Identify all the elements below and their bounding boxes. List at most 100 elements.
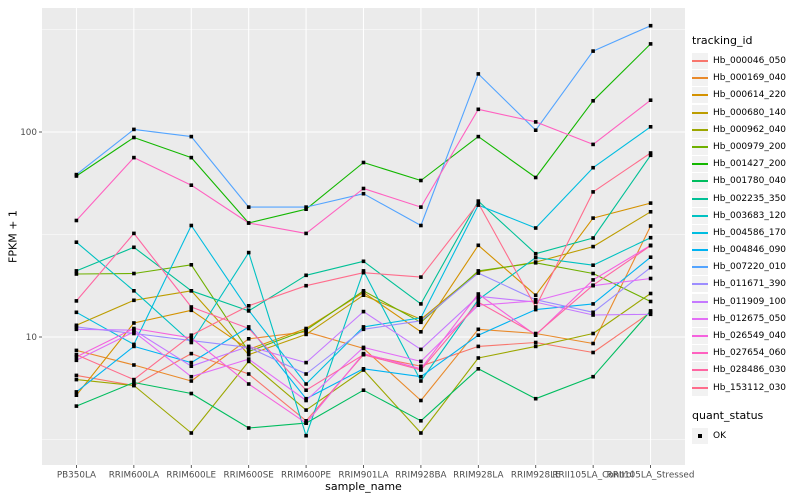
data-point-Hb_000169_040 [189, 379, 194, 383]
data-point-Hb_153112_030 [476, 201, 481, 205]
data-point-Hb_026549_040 [246, 382, 251, 386]
data-point-Hb_012675_050 [476, 303, 481, 307]
data-point-Hb_026549_040 [591, 278, 595, 282]
data-point-Hb_003683_120 [304, 433, 308, 438]
data-point-Hb_007220_010 [304, 205, 308, 209]
data-point-Hb_026549_040 [132, 326, 136, 331]
data-point-Hb_011909_100 [591, 313, 595, 317]
x-tick-label: RRIM600SE [224, 471, 274, 481]
data-point-Hb_004846_090 [361, 367, 366, 371]
data-point-Hb_000614_220 [419, 330, 423, 334]
data-point-Hb_000169_040 [419, 398, 423, 403]
data-point-Hb_028486_030 [189, 305, 194, 309]
data-point-Hb_000979_200 [132, 271, 136, 276]
legend-section-quant-status: quant_status OK [692, 409, 798, 444]
data-point-Hb_003683_120 [533, 255, 538, 260]
legend-title-tracking-id: tracking_id [692, 34, 753, 47]
data-point-Hb_028486_030 [591, 283, 595, 287]
data-point-Hb_004586_170 [361, 325, 366, 329]
legend-item-label: Hb_000614_220 [713, 90, 787, 101]
legend-key-line [692, 249, 708, 252]
data-point-Hb_000680_140 [591, 244, 595, 249]
legend-item-Hb_000169_040: Hb_000169_040 [692, 70, 798, 87]
x-tick-label: RRII105LA_Control [552, 471, 634, 481]
data-point-Hb_004846_090 [648, 255, 653, 259]
x-tick-label: RRII105LA_Stressed [607, 471, 695, 481]
legend-item-label: Hb_000680_140 [713, 107, 787, 118]
legend-item-label: Hb_004586_170 [713, 227, 787, 238]
data-point-Hb_000962_040 [132, 383, 136, 388]
data-point-Hb_011909_100 [304, 360, 308, 365]
legend-key-line [692, 145, 708, 148]
data-point-Hb_007220_010 [591, 49, 595, 53]
legend-item-label: Hb_011671_390 [713, 279, 787, 290]
data-point-Hb_153112_030 [591, 190, 595, 194]
data-point-Hb_153112_030 [533, 305, 538, 309]
data-point-Hb_000979_200 [648, 299, 653, 304]
legend-item-Hb_002235_350: Hb_002235_350 [692, 190, 798, 207]
legend-key-swatch [692, 53, 708, 69]
data-point-Hb_007220_010 [419, 223, 423, 228]
legend-item-Hb_012675_050: Hb_012675_050 [692, 310, 798, 327]
data-point-Hb_000046_050 [189, 351, 194, 356]
data-point-Hb_000046_050 [591, 350, 595, 355]
x-tick-label: RRIM928BA [395, 471, 446, 481]
data-point-Hb_004846_090 [132, 344, 136, 349]
data-point-Hb_027654_060 [476, 107, 481, 112]
data-point-Hb_012675_050 [361, 345, 366, 350]
quant-legend-items: OK [692, 427, 798, 444]
data-point-Hb_027654_060 [304, 231, 308, 236]
data-point-Hb_011909_100 [74, 327, 79, 332]
data-point-Hb_028486_030 [476, 300, 481, 304]
legend-key-line [692, 94, 708, 97]
data-point-Hb_026549_040 [304, 421, 308, 425]
data-point-Hb_000962_040 [476, 356, 481, 360]
data-point-Hb_000169_040 [648, 224, 653, 228]
legend-key-line [692, 352, 708, 355]
data-point-Hb_004846_090 [74, 390, 79, 394]
data-point-Hb_012675_050 [648, 276, 653, 281]
data-point-Hb_000962_040 [533, 344, 538, 349]
data-point-Hb_012675_050 [132, 330, 136, 334]
data-point-Hb_003683_120 [591, 263, 595, 267]
data-point-Hb_000169_040 [476, 327, 481, 332]
legend-item-Hb_026549_040: Hb_026549_040 [692, 328, 798, 344]
legend-key-line [692, 60, 708, 62]
data-point-Hb_000614_220 [189, 308, 194, 313]
data-point-Hb_027654_060 [533, 120, 538, 124]
legend-key-swatch [692, 207, 708, 224]
data-point-Hb_004846_090 [419, 374, 423, 379]
legend-item-label: Hb_001427_200 [713, 159, 787, 170]
data-point-Hb_002235_350 [189, 289, 194, 293]
data-point-Hb_004586_170 [246, 308, 251, 313]
data-point-Hb_000046_050 [74, 373, 79, 378]
legend-item-Hb_011671_390: Hb_011671_390 [692, 276, 798, 293]
data-point-Hb_004586_170 [476, 203, 481, 207]
data-point-Hb_026549_040 [189, 336, 194, 340]
data-point-Hb_011671_390 [304, 372, 308, 376]
data-point-Hb_002235_350 [533, 251, 538, 256]
legend-key-swatch [692, 276, 708, 293]
data-point-Hb_000962_040 [304, 408, 308, 412]
y-axis-title: FPKM + 1 [6, 210, 20, 263]
data-point-Hb_011671_390 [476, 271, 481, 275]
legend-key-line [692, 266, 708, 269]
data-point-Hb_001427_200 [476, 134, 481, 139]
data-point-Hb_026549_040 [74, 355, 79, 359]
data-point-Hb_001780_040 [648, 309, 653, 313]
data-point-Hb_000962_040 [648, 291, 653, 296]
data-point-Hb_000169_040 [74, 348, 79, 353]
data-point-Hb_012675_050 [533, 299, 538, 303]
legend-item-Hb_000979_200: Hb_000979_200 [692, 138, 798, 155]
legend-key-swatch [692, 224, 708, 241]
legend-key-swatch [692, 156, 708, 173]
legend-item-Hb_000614_220: Hb_000614_220 [692, 87, 798, 104]
data-point-Hb_000169_040 [132, 363, 136, 367]
data-point-Hb_027654_060 [246, 221, 251, 225]
legend-key-line [692, 335, 708, 337]
legend-item-label: Hb_000962_040 [713, 124, 787, 135]
legend-key-swatch [692, 190, 708, 207]
data-point-Hb_000046_050 [533, 340, 538, 345]
data-point-Hb_011909_100 [246, 344, 251, 349]
